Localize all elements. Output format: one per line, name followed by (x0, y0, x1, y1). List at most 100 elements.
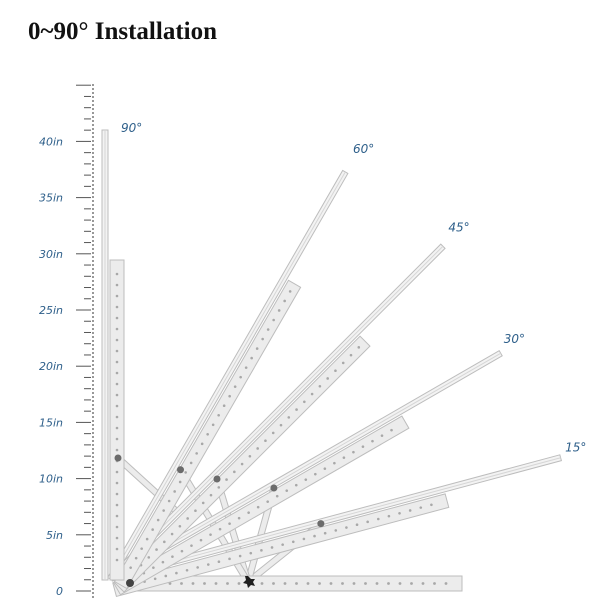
rail-hole (376, 517, 380, 521)
rail-hole (222, 404, 226, 408)
rail-hole (171, 555, 174, 558)
rail-hole (115, 338, 119, 342)
ruler-tick-label: 5in (46, 529, 63, 542)
rail-hole (115, 503, 119, 507)
rail-hole (310, 392, 314, 396)
rail-hole (352, 582, 356, 585)
rail-hole (375, 582, 379, 585)
rail-hole (334, 529, 338, 532)
rail-hole (115, 558, 119, 562)
rail-hole (206, 563, 210, 566)
ruler-tick-label: 15in (39, 416, 63, 429)
rail-hole (178, 524, 182, 528)
rail-hole (260, 582, 264, 585)
rail-hole (421, 582, 425, 585)
rail-hole (180, 549, 184, 553)
rail-hole (191, 582, 195, 585)
rail-hole (115, 272, 119, 276)
rail-hole (430, 503, 433, 507)
rail-hole (228, 394, 231, 398)
rail-hole (217, 413, 220, 417)
page-title: 0~90° Installation (28, 18, 218, 45)
rail-hole (270, 546, 274, 549)
rail-hole (237, 582, 241, 585)
rail-hole (162, 509, 165, 512)
rail-hole (247, 511, 250, 514)
rail-hole (211, 423, 215, 427)
rail-hole (115, 470, 119, 474)
rail-hole (283, 299, 286, 303)
rail-hole (291, 540, 295, 544)
rail-hole (115, 514, 119, 518)
rail-hole (153, 577, 157, 581)
rail-hole (248, 454, 252, 458)
rail-hole (186, 517, 189, 520)
rail-hole (410, 582, 413, 585)
rail-hole (349, 353, 353, 357)
knob-icon (177, 466, 184, 474)
knob-icon (114, 454, 122, 462)
rail-hole (180, 582, 183, 585)
ruler-tick-label: 0 (56, 585, 63, 598)
rail-hole (161, 560, 165, 564)
rail-hole (199, 538, 203, 542)
rail-hole (217, 560, 221, 564)
rail-hole (238, 554, 242, 558)
rail-hole (313, 534, 316, 538)
rail-hole (295, 582, 298, 585)
rail-hole (283, 582, 287, 585)
rail-hole (249, 551, 253, 555)
rail-hole (256, 447, 259, 450)
rail-hole (277, 309, 281, 312)
rail-hole (295, 408, 298, 411)
rail-hole (175, 571, 178, 575)
rail-hole (408, 509, 412, 512)
rail-hole (155, 548, 158, 551)
rail-hole (261, 337, 264, 341)
knob-icon (213, 475, 221, 483)
rail-30 (108, 349, 503, 596)
rail-hole (115, 283, 119, 287)
rail-hole (115, 294, 119, 298)
rail-hole (233, 470, 236, 474)
rail-hole (209, 533, 212, 536)
rail-hole (206, 433, 209, 436)
rail-hole (444, 582, 448, 585)
rail-hole (115, 327, 119, 331)
rail-hole (314, 472, 317, 476)
rail-hole (152, 566, 155, 569)
rail-hole (239, 375, 242, 379)
rail-hole (195, 452, 198, 455)
rail-hole (275, 494, 279, 498)
rail-hole (272, 318, 275, 322)
rail-hole (189, 461, 193, 465)
rail-45 (107, 243, 446, 593)
rail-hole (302, 537, 306, 541)
rail-hole (115, 305, 119, 309)
ruler-tick-label: 35in (39, 192, 63, 205)
rail-hole (398, 582, 402, 585)
rail-hole (173, 490, 176, 493)
rail-groove (111, 457, 561, 579)
rail-hole (218, 527, 222, 531)
pivot-bolt-icon (126, 579, 134, 587)
rail-hole (190, 544, 193, 547)
rail-hole (250, 356, 253, 360)
angle-label-60: 60° (353, 142, 374, 156)
rail-hole (361, 445, 365, 448)
rail-hole (115, 360, 119, 364)
rail-hole (147, 556, 151, 559)
height-ruler: 0 5in 10in 15in 20in 25in 30in 35in 40in (39, 84, 94, 600)
rail-hole (237, 516, 241, 520)
rail-hole (163, 540, 166, 544)
knob-icon (317, 520, 325, 528)
rail-hole (209, 493, 213, 497)
rail-hole (419, 506, 423, 509)
knob-icon (270, 484, 278, 492)
rail-hole (390, 428, 393, 432)
rail-hole (226, 582, 229, 585)
rail-hole (366, 520, 369, 524)
rail-channel (112, 415, 410, 596)
rail-hole (115, 393, 119, 397)
